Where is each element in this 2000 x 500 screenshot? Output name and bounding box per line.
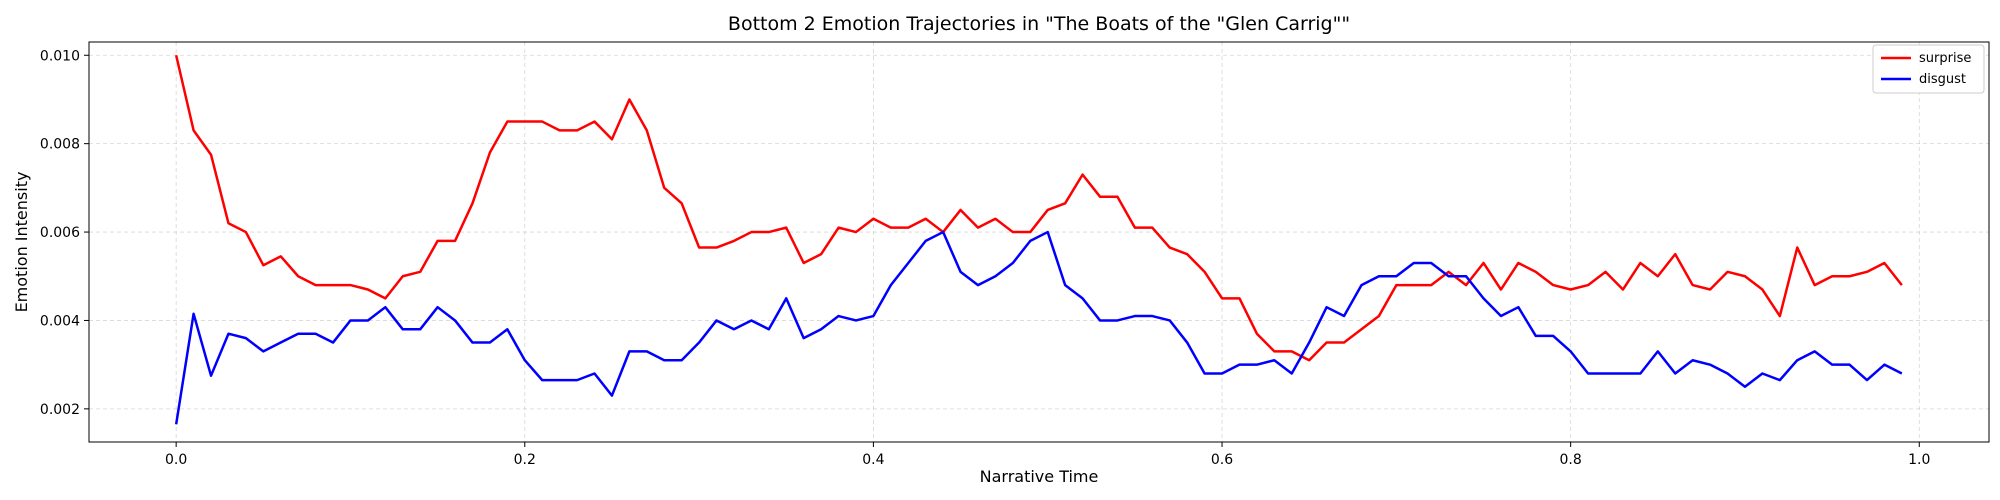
series-line-surprise: [174, 54, 1903, 362]
axis-ticks: 0.0 0.2 0.4 0.6 0.8 1.0 0.002 0.004 0.006 0.008 0.…: [40, 48, 1931, 468]
chart-title: Bottom 2 Emotion Trajectories in "The Bo…: [728, 13, 1350, 35]
y-tick-label: 0.006: [40, 225, 80, 241]
x-tick-label: 0.0: [165, 452, 187, 468]
x-tick-label: 0.6: [1211, 452, 1233, 468]
y-tick-label: 0.004: [40, 313, 80, 329]
x-tick-label: 1.0: [1908, 452, 1930, 468]
plot-area-frame: [88, 41, 1990, 443]
grid: [89, 42, 1989, 442]
legend-label-surprise: surprise: [1919, 51, 1971, 66]
series-lines: [174, 54, 1903, 425]
y-tick-label: 0.010: [40, 48, 80, 64]
x-tick-label: 0.2: [514, 452, 536, 468]
legend: surprise disgust: [1872, 44, 1985, 94]
x-axis-label: Narrative Time: [980, 467, 1099, 486]
y-tick-label: 0.008: [40, 137, 80, 153]
y-tick-label: 0.002: [40, 402, 80, 418]
y-axis-label: Emotion Intensity: [12, 172, 31, 313]
legend-label-disgust: disgust: [1919, 72, 1966, 87]
series-line-disgust: [174, 230, 1903, 425]
x-tick-label: 0.4: [862, 452, 884, 468]
x-tick-label: 0.8: [1560, 452, 1582, 468]
